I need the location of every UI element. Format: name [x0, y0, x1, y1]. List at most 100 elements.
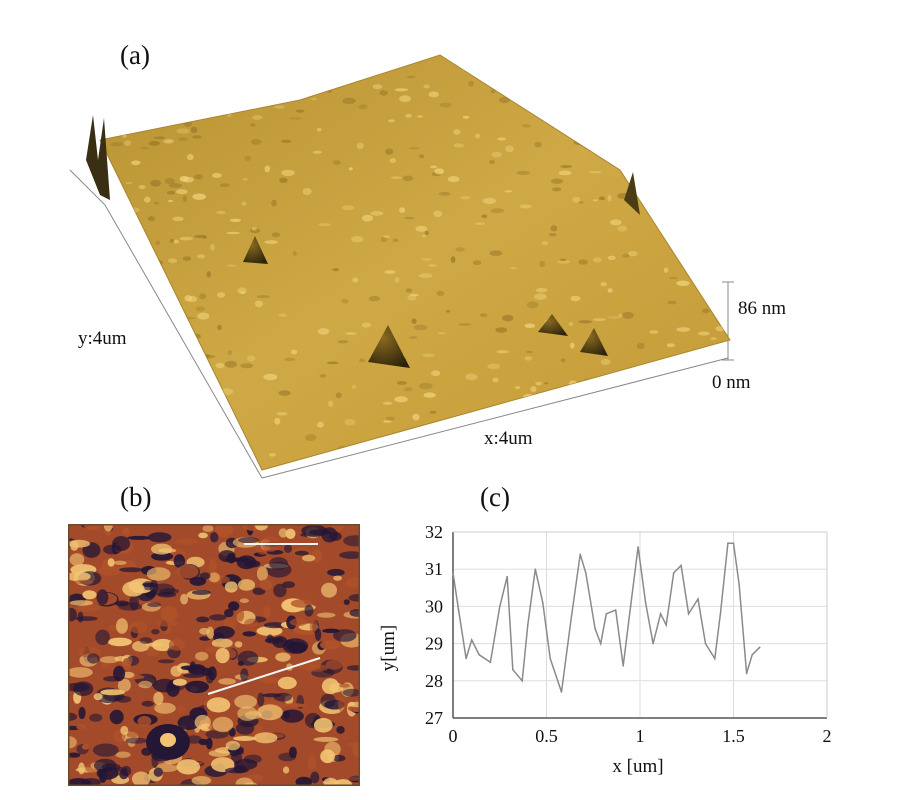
surface-speck	[431, 370, 441, 377]
surface-speck	[427, 473, 438, 477]
map-blob	[95, 629, 110, 645]
map-blob	[240, 668, 249, 682]
map-blob	[257, 704, 283, 721]
map-blob	[289, 618, 308, 627]
surface-speck	[384, 459, 393, 464]
y-tick-label: 32	[425, 522, 443, 542]
surface-speck	[717, 56, 728, 61]
surface-speck	[114, 322, 125, 327]
x-axis-title: x [um]	[612, 756, 663, 777]
surface-speck	[573, 82, 581, 84]
profile-point	[560, 691, 563, 693]
surface-speck	[536, 61, 541, 67]
surface-speck	[240, 363, 254, 369]
map-blob	[342, 688, 360, 697]
surface-speck	[383, 420, 392, 423]
surface-speck	[617, 134, 627, 138]
surface-speck	[399, 95, 411, 103]
map-blob	[346, 776, 360, 781]
surface-speck	[132, 71, 142, 77]
map-blob	[151, 628, 160, 635]
surface-speck	[192, 193, 206, 200]
x-tick-label: 1.5	[722, 726, 745, 746]
surface-speck	[198, 55, 213, 60]
surface-speck	[220, 388, 234, 395]
surface-speck	[216, 292, 226, 298]
surface-speck	[422, 234, 427, 238]
surface-speck	[468, 80, 474, 87]
map-blob	[320, 640, 341, 650]
surface-speck	[213, 412, 223, 416]
surface-speck	[138, 185, 146, 190]
x-axis-label-3d: x:4um	[484, 428, 533, 449]
surface-speck	[224, 360, 238, 368]
surface-speck	[120, 60, 129, 67]
surface-speck	[229, 218, 242, 222]
surface-speck	[700, 157, 715, 162]
surface-speck	[680, 73, 688, 79]
surface-speck	[332, 160, 341, 166]
map-blob	[336, 726, 345, 734]
surface-speck	[526, 301, 539, 309]
map-blob	[151, 638, 175, 652]
surface-speck	[278, 313, 287, 317]
surface-speck	[177, 137, 188, 142]
surface-speck	[666, 343, 675, 348]
surface-speck	[632, 430, 645, 435]
surface-speck	[244, 156, 252, 161]
surface-speck	[576, 64, 586, 68]
map-blob	[103, 676, 121, 682]
profile-point	[622, 665, 624, 667]
map-blob	[157, 659, 175, 664]
surface-speck	[428, 91, 440, 98]
surface-speck	[423, 392, 436, 398]
surface-speck	[505, 145, 514, 153]
map-blob	[283, 599, 292, 608]
profile-point	[465, 657, 467, 660]
surface-speck	[428, 264, 438, 267]
map-blob	[196, 616, 210, 623]
map-blob	[224, 608, 234, 618]
surface-speck	[166, 191, 176, 195]
surface-speck	[642, 190, 648, 193]
surface-speck	[397, 56, 410, 62]
map-blob	[346, 665, 360, 671]
surface-speck	[693, 151, 703, 158]
surface-speck	[487, 410, 494, 417]
surface-speck	[434, 168, 444, 175]
profile-point	[579, 553, 581, 556]
surface-speck	[597, 108, 611, 115]
map-blob	[263, 622, 286, 629]
map-blob	[100, 656, 119, 664]
surface-speck	[705, 204, 710, 208]
surface-speck	[171, 429, 181, 436]
surface-speck	[359, 358, 366, 363]
profile-point	[719, 613, 722, 615]
map-blob	[349, 609, 360, 617]
surface-speck	[385, 148, 394, 155]
map-blob	[113, 560, 127, 565]
map-blob	[81, 743, 89, 750]
surface-speck	[510, 267, 517, 270]
map-blob	[288, 746, 297, 758]
map-blob	[208, 558, 217, 575]
surface-speck	[676, 327, 691, 332]
map-blob	[313, 718, 333, 733]
surface-speck	[462, 115, 470, 119]
surface-speck	[284, 357, 296, 362]
surface-speck	[445, 310, 451, 313]
map-blob	[278, 528, 288, 538]
surface-speck	[534, 293, 547, 300]
surface-speck	[550, 225, 558, 232]
profile-point	[732, 542, 735, 544]
surface-speck	[707, 119, 714, 122]
surface-speck	[215, 362, 225, 369]
surface-speck	[124, 140, 132, 146]
surface-speck	[404, 216, 415, 220]
surface-speck	[487, 363, 500, 370]
map-blob	[235, 721, 255, 735]
surface-speck	[530, 386, 537, 393]
profile-point	[665, 624, 667, 626]
map-blob	[309, 620, 318, 632]
surface-speck	[148, 376, 158, 382]
